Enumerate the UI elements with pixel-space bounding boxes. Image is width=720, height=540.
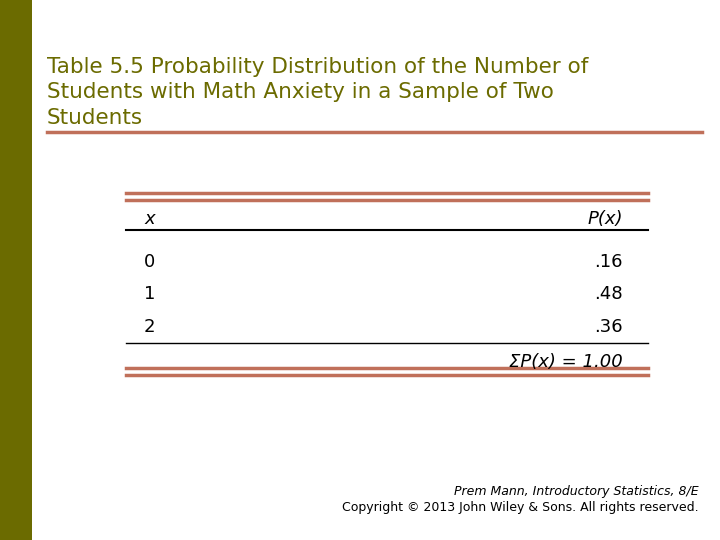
Text: x: x [144,210,155,228]
Text: Copyright © 2013 John Wiley & Sons. All rights reserved.: Copyright © 2013 John Wiley & Sons. All … [342,501,698,514]
Text: Prem Mann, Introductory Statistics, 8/E: Prem Mann, Introductory Statistics, 8/E [454,485,698,498]
Text: .48: .48 [594,285,623,303]
Text: .16: .16 [594,253,623,271]
Text: ΣP(x) = 1.00: ΣP(x) = 1.00 [509,353,623,371]
Text: Table 5.5 Probability Distribution of the Number of
Students with Math Anxiety i: Table 5.5 Probability Distribution of th… [47,57,588,128]
Text: 2: 2 [144,318,156,336]
Text: 1: 1 [144,285,156,303]
Text: 0: 0 [144,253,156,271]
Text: .36: .36 [594,318,623,336]
Text: P(x): P(x) [588,210,623,228]
